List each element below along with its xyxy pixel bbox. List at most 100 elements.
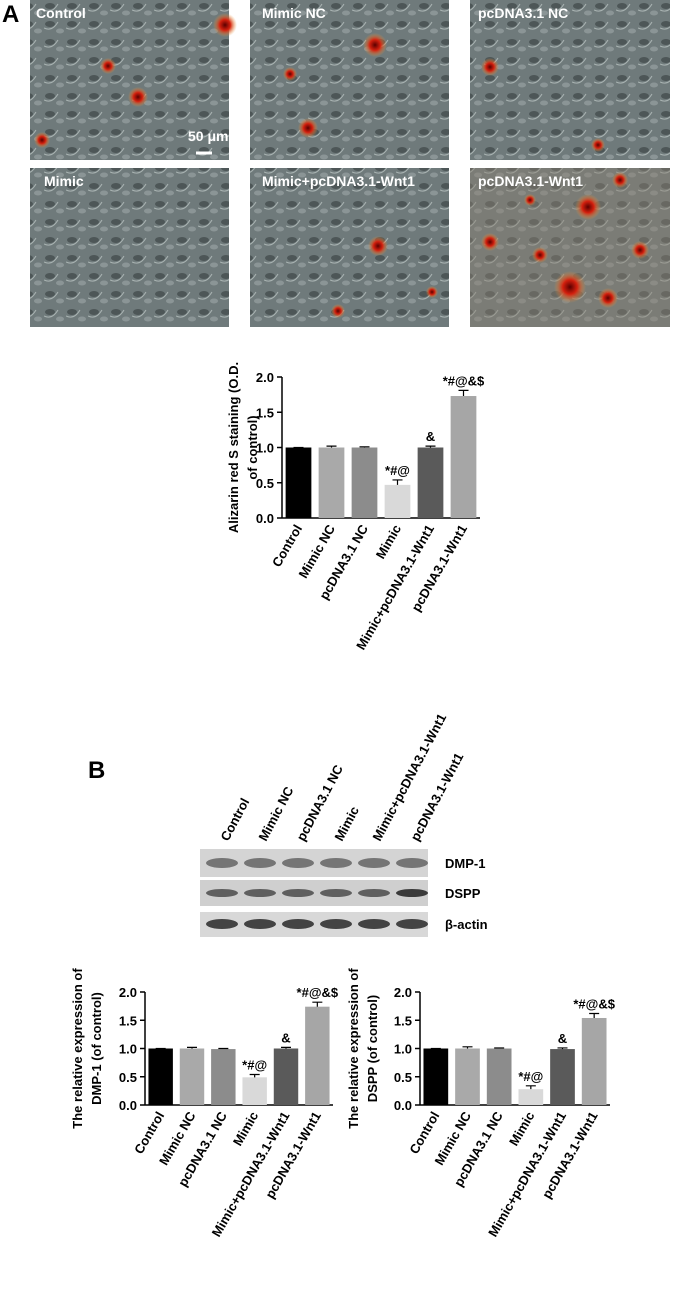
error-bar bbox=[281, 1046, 291, 1049]
y-tick-label: 1.0 bbox=[119, 1042, 137, 1057]
y-tick-label: 2.0 bbox=[256, 370, 274, 385]
lane-label: Mimic bbox=[331, 804, 362, 844]
bar bbox=[211, 1049, 236, 1105]
blot-band bbox=[358, 889, 390, 897]
y-tick-label: 2.0 bbox=[394, 985, 412, 1000]
bar bbox=[450, 396, 477, 518]
significance-label: & bbox=[558, 1031, 567, 1046]
blot-strip bbox=[200, 912, 428, 937]
blot-band bbox=[358, 858, 390, 868]
significance-label: *#@ bbox=[518, 1069, 543, 1084]
significance-label: *#@&$ bbox=[297, 985, 339, 1000]
y-tick-label: 0.5 bbox=[256, 476, 274, 491]
band-label: DMP-1 bbox=[445, 856, 485, 871]
error-bar bbox=[458, 389, 469, 397]
y-tick-label: 2.0 bbox=[119, 985, 137, 1000]
significance-label: *#@&$ bbox=[443, 373, 485, 388]
error-bar bbox=[425, 445, 436, 448]
error-bar bbox=[249, 1073, 260, 1078]
error-bar bbox=[187, 1046, 197, 1049]
blot-band bbox=[282, 858, 314, 868]
bar bbox=[285, 447, 312, 518]
error-bar bbox=[462, 1046, 473, 1049]
x-tick-label: Mimic bbox=[506, 1109, 537, 1148]
bar bbox=[351, 447, 378, 518]
micrograph bbox=[470, 0, 670, 160]
error-bar bbox=[312, 1001, 323, 1007]
blot-band bbox=[206, 919, 238, 929]
micrograph-label: Mimic NC bbox=[262, 5, 326, 21]
micrograph bbox=[30, 0, 229, 160]
y-axis-label: DMP-1 (of control) bbox=[89, 992, 104, 1105]
blot-band bbox=[282, 889, 314, 897]
blot-band bbox=[206, 858, 238, 868]
blot-band bbox=[320, 858, 352, 868]
panel-label: B bbox=[88, 757, 105, 784]
bar bbox=[417, 447, 444, 518]
bar bbox=[242, 1077, 267, 1105]
nodules bbox=[34, 13, 649, 318]
error-bar bbox=[525, 1085, 536, 1090]
micrograph bbox=[30, 168, 229, 327]
bar bbox=[581, 1017, 607, 1105]
micrograph-label: Mimic+pcDNA3.1-Wnt1 bbox=[262, 173, 415, 189]
band-label: β-actin bbox=[445, 917, 488, 932]
y-axis-label: The relative expression of bbox=[70, 968, 85, 1129]
y-tick-label: 1.5 bbox=[394, 1013, 412, 1028]
band-label: DSPP bbox=[445, 886, 481, 901]
y-tick-label: 0.5 bbox=[394, 1070, 412, 1085]
error-bar bbox=[494, 1047, 505, 1049]
micrograph-label: pcDNA3.1 NC bbox=[478, 5, 568, 21]
x-tick-label: Control bbox=[269, 522, 305, 570]
blot-band bbox=[396, 889, 428, 897]
y-tick-label: 0.0 bbox=[119, 1098, 137, 1113]
y-tick-label: 1.5 bbox=[256, 405, 274, 420]
blot-band bbox=[244, 858, 276, 868]
bar bbox=[148, 1048, 173, 1105]
y-axis-label: Alizarin red S staining (O.D. bbox=[226, 362, 241, 533]
error-bar bbox=[359, 446, 370, 448]
blot-band bbox=[396, 858, 428, 868]
blot-band bbox=[244, 889, 276, 897]
bar bbox=[384, 484, 411, 518]
significance-label: *#@ bbox=[385, 463, 410, 478]
significance-label: & bbox=[281, 1030, 290, 1045]
panel-label: A bbox=[2, 1, 19, 28]
y-axis-label: DSPP (of control) bbox=[365, 995, 380, 1102]
lane-label: Mimic NC bbox=[255, 784, 296, 844]
blot-band bbox=[282, 919, 314, 929]
bar bbox=[179, 1048, 205, 1105]
bar bbox=[273, 1048, 299, 1105]
blot-band bbox=[244, 919, 276, 929]
y-tick-label: 0.0 bbox=[394, 1098, 412, 1113]
y-tick-label: 1.0 bbox=[256, 441, 274, 456]
blot-band bbox=[206, 889, 238, 897]
micrographs: Control Mimic NC pcDNA3.1 NC Mimic Mimic… bbox=[30, 0, 670, 327]
significance-label: *#@&$ bbox=[573, 996, 615, 1011]
error-bar bbox=[326, 445, 337, 448]
micrograph bbox=[250, 168, 449, 327]
bar bbox=[550, 1049, 575, 1105]
blot-band bbox=[320, 919, 352, 929]
blot-band bbox=[358, 919, 390, 929]
micrograph-label: pcDNA3.1-Wnt1 bbox=[478, 173, 583, 189]
y-tick-label: 1.0 bbox=[394, 1042, 412, 1057]
error-bar bbox=[589, 1012, 600, 1018]
scale-bar-label: 50 μm bbox=[188, 128, 228, 144]
significance-label: & bbox=[426, 429, 435, 444]
x-tick-label: Mimic bbox=[373, 522, 404, 561]
bar bbox=[486, 1048, 512, 1105]
lane-label: Control bbox=[217, 796, 252, 844]
y-tick-label: 0.0 bbox=[256, 511, 274, 526]
y-tick-label: 0.5 bbox=[119, 1070, 137, 1085]
bar bbox=[318, 447, 345, 518]
x-tick-label: Mimic bbox=[230, 1109, 261, 1148]
y-axis-label: The relative expression of bbox=[346, 968, 361, 1129]
bar bbox=[518, 1089, 544, 1105]
blot-band bbox=[396, 919, 428, 929]
micrograph bbox=[250, 0, 449, 160]
micrograph-label: Control bbox=[36, 5, 86, 21]
micrograph-label: Mimic bbox=[44, 173, 84, 189]
